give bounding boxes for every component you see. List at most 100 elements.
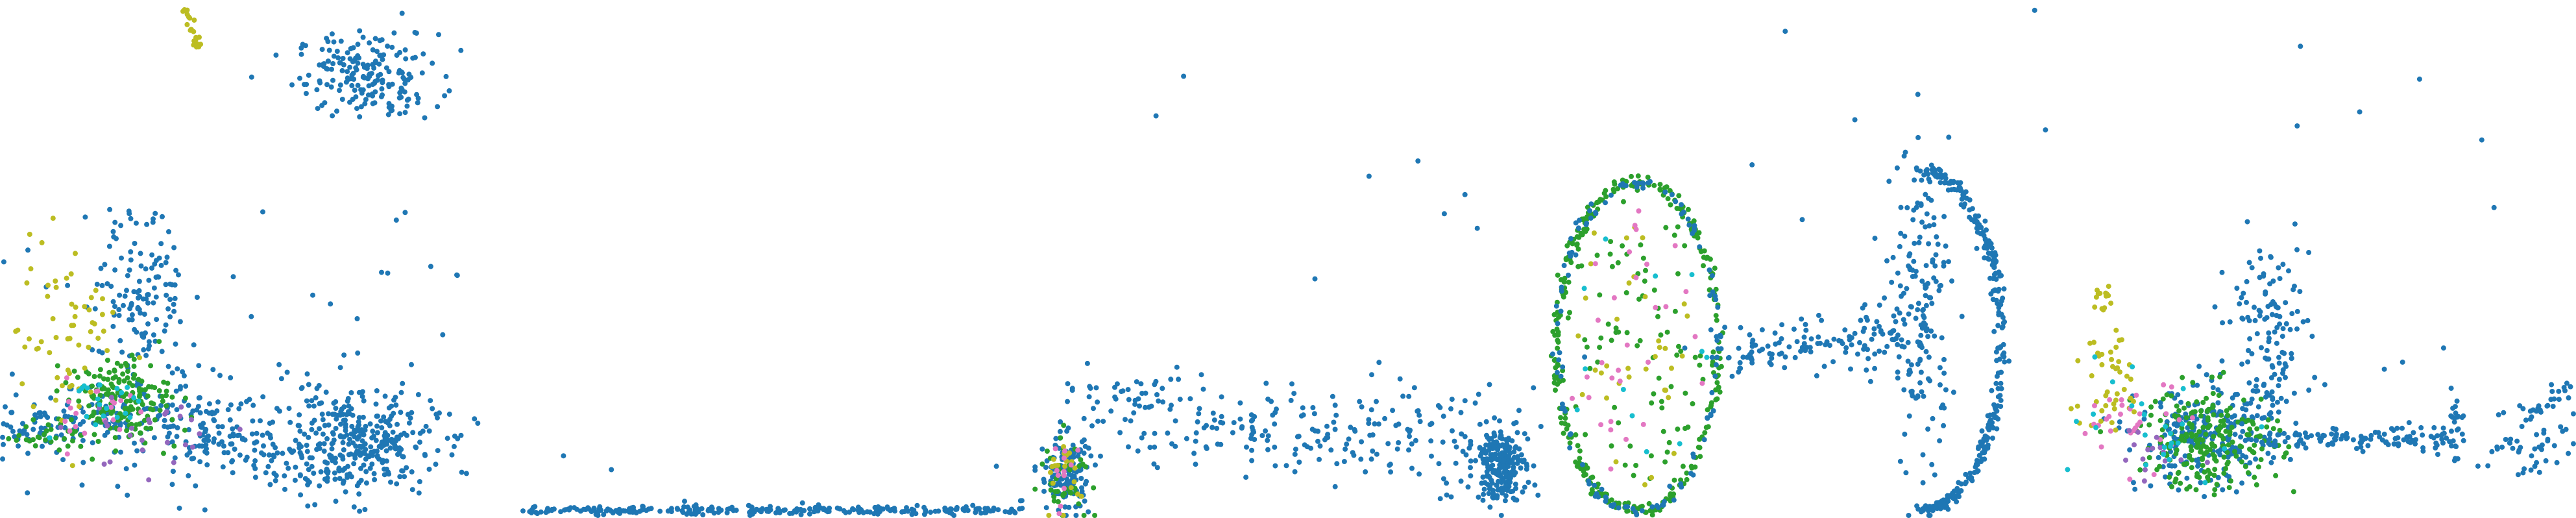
data-point bbox=[1351, 452, 1357, 458]
data-point bbox=[132, 241, 138, 246]
data-point bbox=[221, 443, 226, 449]
data-point bbox=[1368, 407, 1374, 413]
data-point bbox=[2270, 426, 2276, 432]
data-point bbox=[1620, 387, 1626, 392]
data-point bbox=[1986, 256, 1992, 262]
data-point bbox=[326, 411, 332, 417]
data-point bbox=[402, 110, 408, 116]
data-point bbox=[1685, 425, 1691, 430]
data-point bbox=[1660, 428, 1666, 434]
data-point bbox=[680, 510, 686, 515]
data-point bbox=[45, 422, 51, 428]
data-point bbox=[1561, 263, 1567, 268]
data-point bbox=[2205, 467, 2211, 473]
data-point bbox=[2217, 374, 2223, 380]
data-point bbox=[1300, 412, 1306, 418]
data-point bbox=[2239, 421, 2245, 426]
data-point bbox=[1941, 356, 1947, 362]
data-point bbox=[2544, 403, 2550, 409]
data-point bbox=[196, 395, 202, 401]
data-point bbox=[1093, 385, 1099, 391]
data-point bbox=[1055, 499, 1061, 504]
data-point bbox=[1481, 456, 1487, 462]
data-point bbox=[1937, 501, 1943, 507]
data-point bbox=[177, 319, 183, 325]
data-point bbox=[129, 425, 134, 431]
data-point bbox=[2554, 460, 2560, 465]
data-point bbox=[178, 384, 184, 389]
data-point bbox=[1896, 354, 1902, 360]
data-point bbox=[433, 412, 439, 417]
data-point bbox=[2543, 458, 2549, 463]
data-point bbox=[117, 423, 123, 428]
data-point bbox=[343, 417, 348, 423]
data-point bbox=[2255, 404, 2261, 410]
data-point bbox=[1524, 466, 1529, 472]
data-point bbox=[338, 38, 344, 44]
data-point bbox=[1923, 293, 1928, 299]
data-point bbox=[61, 408, 67, 414]
data-point bbox=[1918, 332, 1924, 338]
data-point bbox=[1765, 343, 1771, 349]
data-point bbox=[1193, 430, 1199, 436]
data-point bbox=[1582, 354, 1588, 360]
data-point bbox=[1934, 234, 1939, 240]
data-point bbox=[374, 449, 380, 454]
data-point bbox=[2093, 399, 2099, 404]
data-point bbox=[1864, 314, 1869, 320]
data-point bbox=[1676, 343, 1681, 349]
data-point bbox=[426, 428, 432, 434]
data-point bbox=[1611, 179, 1617, 185]
data-point bbox=[1920, 313, 1926, 319]
data-point bbox=[95, 439, 101, 444]
data-point bbox=[184, 21, 190, 27]
data-point bbox=[337, 412, 343, 418]
data-point bbox=[1661, 499, 1667, 504]
data-point bbox=[203, 442, 209, 448]
data-point bbox=[1462, 398, 1468, 404]
data-point bbox=[323, 469, 329, 475]
data-point bbox=[1396, 440, 1402, 445]
data-point bbox=[112, 435, 118, 441]
data-point bbox=[199, 424, 204, 430]
data-point bbox=[382, 393, 388, 399]
data-point bbox=[1749, 360, 1755, 366]
data-point bbox=[134, 290, 140, 295]
data-point bbox=[70, 438, 75, 444]
data-point bbox=[1663, 304, 1669, 310]
data-point bbox=[2496, 412, 2501, 417]
data-point bbox=[2322, 382, 2327, 388]
data-point bbox=[2281, 351, 2287, 356]
data-point bbox=[23, 424, 29, 430]
data-point bbox=[159, 349, 165, 354]
data-point bbox=[1052, 463, 1058, 469]
data-point bbox=[333, 455, 338, 461]
data-point bbox=[128, 407, 134, 412]
data-point bbox=[1920, 452, 1926, 458]
scatter-panel-4 bbox=[1548, 7, 2048, 518]
data-point bbox=[182, 395, 188, 401]
data-point bbox=[186, 14, 191, 19]
data-point bbox=[1487, 504, 1493, 510]
data-point bbox=[305, 503, 311, 509]
data-point bbox=[1857, 339, 1862, 345]
data-point bbox=[1091, 406, 1096, 412]
data-point bbox=[383, 65, 389, 71]
data-point bbox=[391, 410, 396, 416]
data-point bbox=[162, 417, 167, 423]
data-point bbox=[1237, 416, 1243, 422]
data-point bbox=[1561, 377, 1566, 383]
data-point bbox=[1051, 456, 1056, 462]
data-point bbox=[1923, 349, 1929, 354]
data-point bbox=[36, 410, 42, 416]
data-point bbox=[1388, 469, 1394, 475]
data-point bbox=[1906, 368, 1912, 374]
data-point bbox=[86, 345, 91, 350]
data-point bbox=[2204, 372, 2209, 378]
data-point bbox=[1684, 313, 1690, 319]
data-point bbox=[1120, 388, 1126, 394]
data-point bbox=[1576, 217, 1582, 223]
data-point bbox=[1686, 222, 1692, 228]
data-point bbox=[2503, 437, 2509, 442]
data-point bbox=[158, 241, 164, 247]
